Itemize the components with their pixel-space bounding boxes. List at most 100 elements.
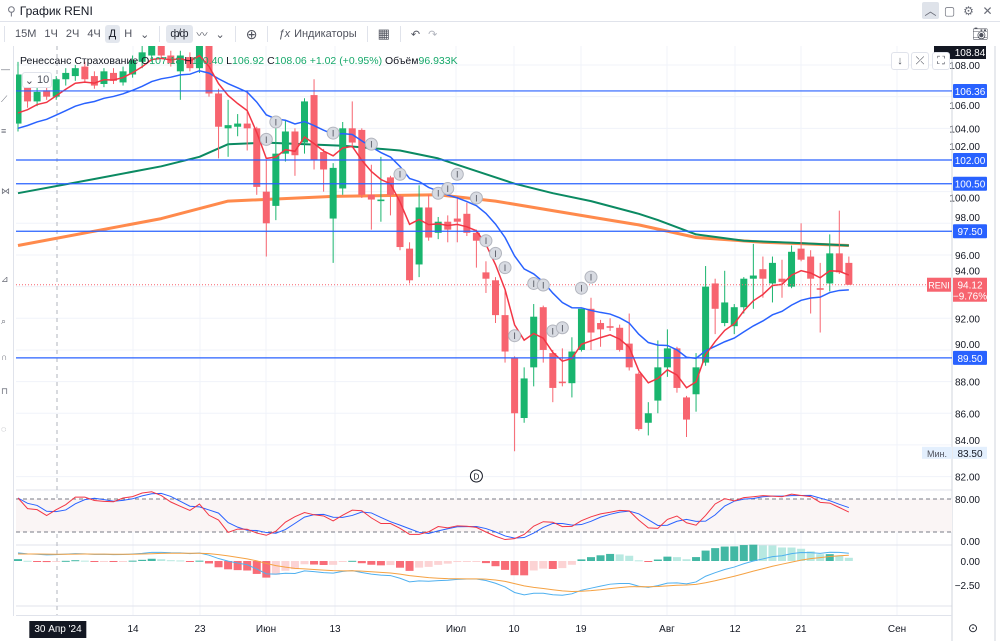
- fib-icon[interactable]: ≡: [1, 126, 7, 136]
- macd-histogram-bar: [711, 548, 720, 561]
- macd-histogram-bar: [166, 560, 175, 562]
- candle-body: [568, 351, 576, 384]
- magnet-icon[interactable]: ∩: [1, 352, 8, 362]
- event-marker-label: I: [399, 170, 402, 180]
- add-compare-icon[interactable]: ⊕: [245, 25, 258, 42]
- event-marker-icon: [326, 126, 340, 140]
- gear-icon[interactable]: ⚙: [963, 3, 974, 18]
- candle-body: [90, 76, 98, 86]
- macd-histogram-bar: [434, 561, 443, 565]
- maximize-pane-icon[interactable]: ⛶: [932, 52, 950, 70]
- macd-histogram-bar: [844, 557, 853, 561]
- scroll-down-icon[interactable]: ↓: [891, 52, 909, 70]
- level-price-tag: [953, 350, 987, 365]
- layout-grid-icon[interactable]: ▦: [377, 26, 390, 41]
- time-axis[interactable]: 30 Апр '24 14 23 Июн 13 Июл 10 19 Авг 12…: [16, 615, 952, 641]
- high-label: H: [184, 55, 192, 67]
- ruler-icon[interactable]: ⊿: [1, 274, 9, 284]
- macd-histogram-bar: [214, 561, 223, 568]
- chart-type-chevron-icon[interactable]: ⌄: [215, 28, 225, 41]
- candle-body: [749, 275, 757, 279]
- candle-body: [711, 283, 719, 309]
- event-marker-icon: [508, 329, 522, 343]
- macd-histogram-bar: [453, 561, 462, 563]
- macd-histogram-bar: [185, 561, 194, 562]
- timeframe-day[interactable]: Д: [104, 25, 121, 43]
- change-value: +1.02 (+0.95%): [309, 55, 383, 67]
- event-marker-label: I: [580, 284, 583, 294]
- pattern-icon[interactable]: ⋈: [1, 186, 10, 196]
- event-marker-label: I: [475, 193, 478, 203]
- timeframe-2h[interactable]: 2Ч: [65, 28, 80, 40]
- ma-orange-line: [17, 193, 849, 247]
- window-title[interactable]: График RENI: [19, 3, 93, 18]
- last-change-label: −9.76%: [953, 292, 987, 303]
- candle-body: [320, 152, 328, 170]
- timeframe-week[interactable]: Н: [124, 28, 133, 40]
- candle-body: [730, 307, 738, 327]
- macd-histogram-bar: [147, 558, 156, 561]
- macd-histogram-bar: [396, 561, 404, 568]
- candle-body: [797, 248, 805, 260]
- timeframe-1h[interactable]: 1Ч: [44, 28, 58, 40]
- ma-green-line: [17, 141, 849, 247]
- candles-icon[interactable]: ф̸ф: [166, 25, 193, 43]
- candle-body: [472, 232, 480, 241]
- event-marker-icon: [536, 278, 550, 292]
- lock-icon[interactable]: ⊓: [1, 386, 9, 396]
- candle-body: [740, 278, 748, 308]
- crosshair-icon[interactable]: —: [1, 64, 10, 74]
- candle-body: [291, 131, 299, 156]
- indicators-button[interactable]: ƒx Индикаторы: [274, 25, 360, 43]
- undo-icon[interactable]: ↶: [410, 28, 421, 41]
- timeframe-4h[interactable]: 4Ч: [87, 28, 101, 40]
- macd-histogram-bar: [778, 547, 786, 561]
- eye-icon[interactable]: ◌: [1, 424, 7, 434]
- macd-histogram-bar: [615, 554, 624, 561]
- trendline-icon[interactable]: ⟋: [1, 94, 8, 104]
- candle-body: [644, 413, 652, 423]
- macd-histogram-bar: [71, 560, 80, 562]
- macd-histogram-bar: [835, 555, 844, 561]
- timeframe-15m[interactable]: 15М: [15, 28, 37, 40]
- line-chart-icon[interactable]: 〰: [196, 29, 208, 41]
- close-icon[interactable]: ✕: [982, 3, 993, 18]
- macd-histogram-bar: [252, 561, 261, 574]
- candle-body: [281, 131, 289, 154]
- level-price-tag: [953, 152, 987, 167]
- close-label: C: [267, 55, 275, 67]
- indicators-collapse-dropdown[interactable]: ⌄ 10: [22, 72, 52, 88]
- macd-histogram-bar: [577, 559, 586, 561]
- macd-histogram-bar: [99, 561, 108, 562]
- event-marker-label: I: [552, 326, 555, 336]
- candle-body: [348, 128, 356, 143]
- candle-body: [520, 378, 528, 419]
- macd-histogram-bar: [42, 561, 51, 563]
- candle-body: [243, 123, 251, 129]
- collapse-pane-icon[interactable]: ⤫: [911, 52, 929, 70]
- macd-histogram-bar: [376, 561, 385, 566]
- search-icon[interactable]: ⚲: [7, 3, 16, 18]
- axis-settings-icon[interactable]: ⊙: [968, 621, 979, 635]
- maximize-icon[interactable]: ▢: [943, 3, 956, 18]
- redo-icon[interactable]: ↷: [428, 28, 438, 41]
- time-label-crosshair: 30 Апр '24: [29, 621, 87, 638]
- macd-histogram-bar: [501, 561, 510, 570]
- macd-histogram-bar: [319, 561, 328, 565]
- macd-histogram-bar: [281, 561, 290, 571]
- price-tick-label: 106.00: [949, 101, 980, 112]
- level-price-label: 97.50: [957, 227, 982, 238]
- camera-icon[interactable]: 📷︎: [972, 26, 989, 41]
- macd-histogram-bar: [825, 554, 834, 561]
- timeframe-dropdown-chevron-icon[interactable]: ⌄: [140, 28, 150, 41]
- macd-histogram-bar: [61, 560, 70, 562]
- candle-body: [157, 46, 165, 56]
- macd-histogram-bar: [472, 561, 481, 562]
- candle-body: [463, 213, 471, 233]
- chevron-up-icon[interactable]: ︿: [922, 2, 939, 19]
- zoom-icon[interactable]: ⌕: [1, 316, 7, 326]
- event-marker-label: I: [370, 140, 373, 150]
- candle-body: [768, 262, 776, 284]
- macd-histogram-bar: [539, 561, 548, 569]
